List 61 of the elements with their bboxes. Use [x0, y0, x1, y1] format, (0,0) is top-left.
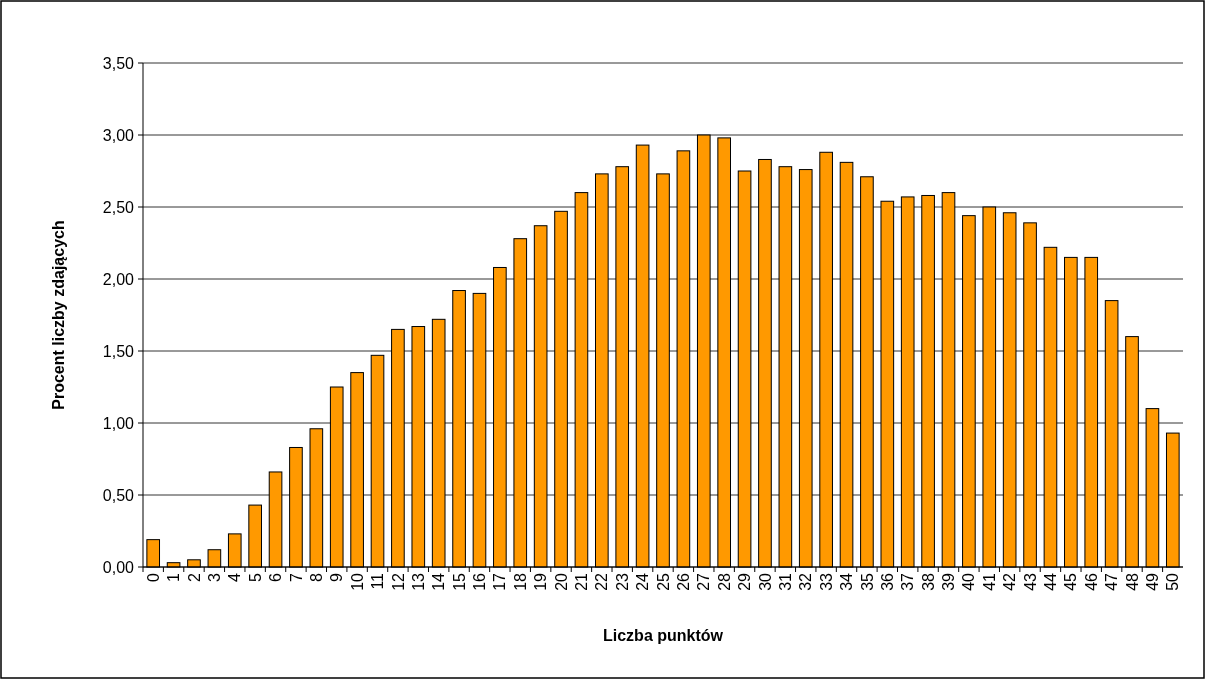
x-tick-label: 43	[1021, 572, 1039, 591]
x-tick-label: 18	[511, 572, 529, 591]
y-tick-label: 1,00	[102, 414, 135, 432]
y-tick-label: 3,50	[102, 54, 135, 72]
x-tick-label: 50	[1164, 572, 1182, 591]
x-tick-label: 29	[736, 572, 754, 591]
x-tick-label: 20	[552, 572, 570, 591]
x-tick-label: 38	[919, 572, 937, 591]
x-tick-label: 28	[715, 572, 733, 591]
x-tick-label: 47	[1103, 572, 1121, 591]
x-tick-label: 10	[348, 572, 366, 591]
x-tick-label: 33	[817, 572, 835, 591]
y-tick-label: 2,50	[102, 198, 135, 216]
x-tick-label: 21	[573, 572, 591, 591]
x-tick-label: 2	[185, 572, 203, 582]
x-tick-label: 14	[430, 572, 448, 591]
y-tick-label: 0,50	[102, 486, 135, 504]
x-tick-label: 44	[1042, 572, 1060, 591]
x-tick-label: 39	[940, 572, 958, 591]
x-tick-label: 6	[267, 572, 285, 582]
x-tick-label: 48	[1123, 572, 1141, 591]
x-tick-label: 34	[838, 572, 856, 591]
x-tick-label: 11	[369, 572, 387, 590]
x-tick-label: 9	[328, 572, 346, 582]
y-tick-label: 2,00	[102, 270, 135, 288]
y-axis-title: Procent liczby zdających	[50, 220, 67, 410]
x-tick-label: 25	[654, 572, 672, 591]
x-tick-label: 17	[491, 572, 509, 591]
y-tick-label: 1,50	[102, 342, 135, 360]
x-tick-label: 45	[1062, 572, 1080, 591]
x-tick-label: 4	[226, 572, 244, 582]
x-tick-label: 22	[593, 572, 611, 591]
x-tick-label: 5	[246, 572, 264, 582]
x-tick-label: 16	[471, 572, 489, 591]
x-tick-label: 35	[858, 572, 876, 591]
x-tick-label: 32	[797, 572, 815, 591]
x-tick-label: 40	[960, 572, 978, 591]
x-axis-title: Liczba punktów	[603, 627, 724, 644]
x-tick-label: 7	[287, 572, 305, 582]
x-tick-label: 27	[695, 572, 713, 591]
x-tick-label: 36	[878, 572, 896, 591]
x-tick-label: 0	[144, 572, 162, 582]
x-tick-label: 23	[613, 572, 631, 591]
x-tick-label: 19	[532, 572, 550, 591]
x-tick-label: 26	[674, 572, 692, 591]
x-tick-label: 13	[409, 572, 427, 591]
x-tick-label: 42	[1001, 572, 1019, 591]
x-tick-label: 31	[776, 572, 794, 591]
y-tick-label: 3,00	[102, 126, 135, 144]
x-tick-label: 24	[634, 572, 652, 591]
x-tick-label: 46	[1082, 572, 1100, 591]
x-tick-label: 41	[980, 572, 998, 591]
x-tick-label: 30	[756, 572, 774, 591]
y-tick-label: 0,00	[102, 558, 135, 576]
x-tick-label: 15	[450, 572, 468, 591]
x-tick-label: 37	[899, 572, 917, 591]
x-tick-label: 3	[205, 572, 223, 582]
x-tick-label: 1	[165, 572, 183, 582]
x-tick-label: 49	[1144, 572, 1162, 591]
x-tick-label: 8	[307, 572, 325, 582]
x-tick-label: 12	[389, 572, 407, 591]
